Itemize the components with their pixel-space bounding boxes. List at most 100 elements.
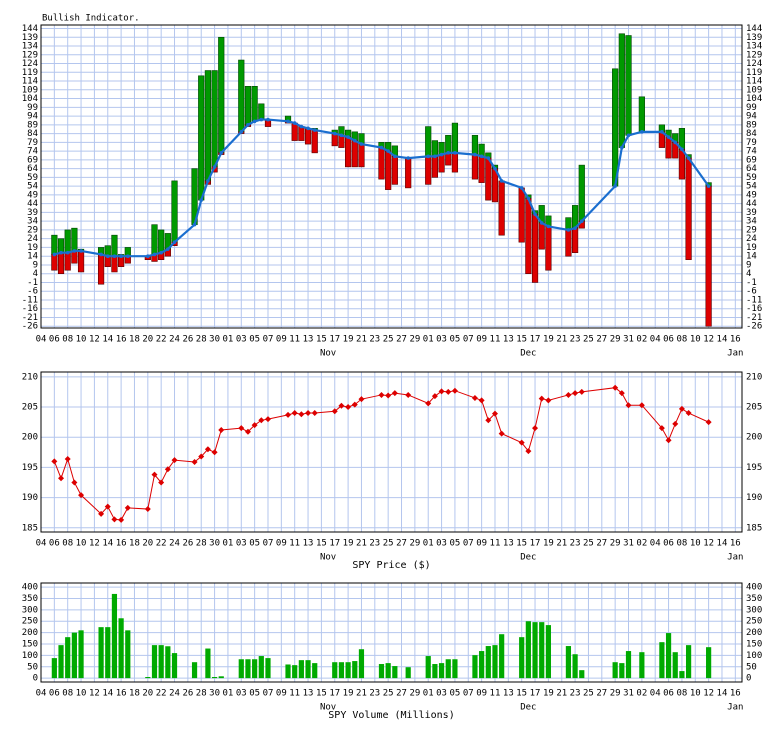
volume-bar	[685, 645, 692, 679]
down-bar	[338, 135, 345, 148]
down-bar	[471, 154, 479, 180]
y-tick-label: 14	[27, 252, 38, 262]
x-axis-label: SPY Volume (Millions)	[328, 710, 454, 721]
y-tick-label: 210	[22, 372, 38, 382]
indicator-point	[105, 254, 110, 258]
x-tick-label: 05	[450, 335, 461, 345]
y-tick-label: 54	[27, 182, 38, 192]
indicator-point	[339, 133, 344, 138]
y-tick-label-right: -26	[746, 322, 762, 332]
price-point	[545, 397, 552, 404]
up-bar	[478, 143, 485, 157]
x-tick-label: 17	[329, 335, 340, 345]
x-tick-label: 20	[142, 539, 153, 549]
volume-bar	[338, 662, 345, 679]
price-point	[491, 410, 498, 417]
month-label: Nov	[320, 553, 336, 563]
x-tick-label: 27	[396, 539, 407, 549]
y-tick-label-right: 139	[746, 33, 762, 43]
x-tick-label: 09	[476, 539, 487, 549]
y-tick-label-right: 9	[746, 260, 751, 270]
x-tick-label: 08	[676, 689, 687, 699]
y-tick-label-right: 205	[746, 403, 762, 413]
x-tick-label: 23	[369, 689, 380, 699]
volume-bar	[51, 658, 57, 679]
volume-bar	[425, 656, 431, 679]
x-tick-label: 22	[156, 689, 167, 699]
up-bar	[151, 224, 158, 255]
y-tick-label: 350	[22, 594, 38, 604]
x-tick-label: 07	[463, 539, 474, 549]
x-tick-label: 15	[316, 335, 327, 345]
x-tick-label: 23	[570, 335, 581, 345]
volume-bar	[98, 627, 104, 679]
volume-bar	[78, 630, 84, 679]
x-tick-label: 07	[463, 689, 474, 699]
indicator-point	[706, 184, 711, 188]
down-bar	[445, 152, 452, 166]
x-tick-label: 07	[463, 335, 474, 345]
price-point	[298, 411, 305, 418]
x-tick-label: 21	[556, 335, 567, 345]
x-tick-label: 06	[663, 335, 674, 345]
price-point	[658, 425, 665, 432]
y-tick-label-right: 44	[746, 199, 757, 209]
price-point	[345, 404, 352, 411]
x-tick-label: 11	[490, 335, 501, 345]
down-bar	[431, 156, 438, 178]
y-tick-label: 139	[22, 33, 38, 43]
up-bar	[204, 70, 212, 182]
indicator-point	[393, 154, 397, 159]
volume-bar	[238, 659, 244, 679]
down-bar	[331, 133, 338, 147]
x-tick-label: 04	[36, 335, 47, 345]
up-bar	[171, 180, 178, 243]
x-tick-label: 03	[436, 689, 447, 699]
y-tick-label-right: 39	[746, 208, 757, 218]
indicator-point	[346, 135, 350, 139]
indicator-point	[259, 117, 264, 122]
up-bar	[578, 164, 585, 222]
x-tick-label: 28	[196, 539, 207, 549]
price-point	[672, 420, 679, 427]
y-tick-label-right: 300	[746, 605, 762, 615]
x-tick-label: 20	[142, 335, 153, 345]
price-point	[111, 516, 118, 523]
y-tick-label-right: 350	[746, 594, 762, 604]
y-tick-label: -21	[22, 313, 38, 323]
indicator-point	[446, 151, 451, 155]
x-tick-label: 03	[436, 335, 447, 345]
y-tick-label: 59	[27, 173, 38, 183]
y-tick-label: 19	[27, 243, 38, 253]
indicator-point	[359, 142, 364, 146]
y-tick-label: 190	[22, 493, 38, 503]
x-tick-label: 14	[102, 335, 113, 345]
x-tick-label: 07	[263, 689, 274, 699]
x-tick-label: 05	[450, 539, 461, 549]
x-tick-label: 25	[383, 539, 394, 549]
down-bar	[64, 252, 71, 271]
volume-bar	[625, 651, 632, 679]
y-tick-label-right: 79	[746, 138, 757, 148]
x-tick-label: 31	[623, 539, 634, 549]
x-tick-label: 02	[636, 689, 647, 699]
month-label: Dec	[520, 553, 536, 563]
volume-bar	[438, 663, 445, 679]
indicator-point	[640, 130, 644, 134]
y-tick-label-right: 0	[746, 674, 751, 684]
price-point	[498, 430, 505, 437]
indicator-point	[499, 179, 504, 183]
month-label: Jan	[727, 553, 743, 563]
indicator-point	[166, 247, 170, 251]
x-tick-label: 14	[717, 539, 728, 549]
up-bar	[451, 122, 459, 154]
volume-bar	[392, 666, 398, 679]
up-bar	[638, 96, 645, 133]
x-tick-label: 10	[76, 539, 87, 549]
price-point	[164, 466, 171, 473]
x-tick-label: 19	[543, 689, 554, 699]
down-bar	[538, 222, 545, 250]
y-tick-label: 100	[22, 651, 38, 661]
y-tick-label-right: 124	[746, 59, 762, 69]
volume-bar	[672, 652, 678, 679]
